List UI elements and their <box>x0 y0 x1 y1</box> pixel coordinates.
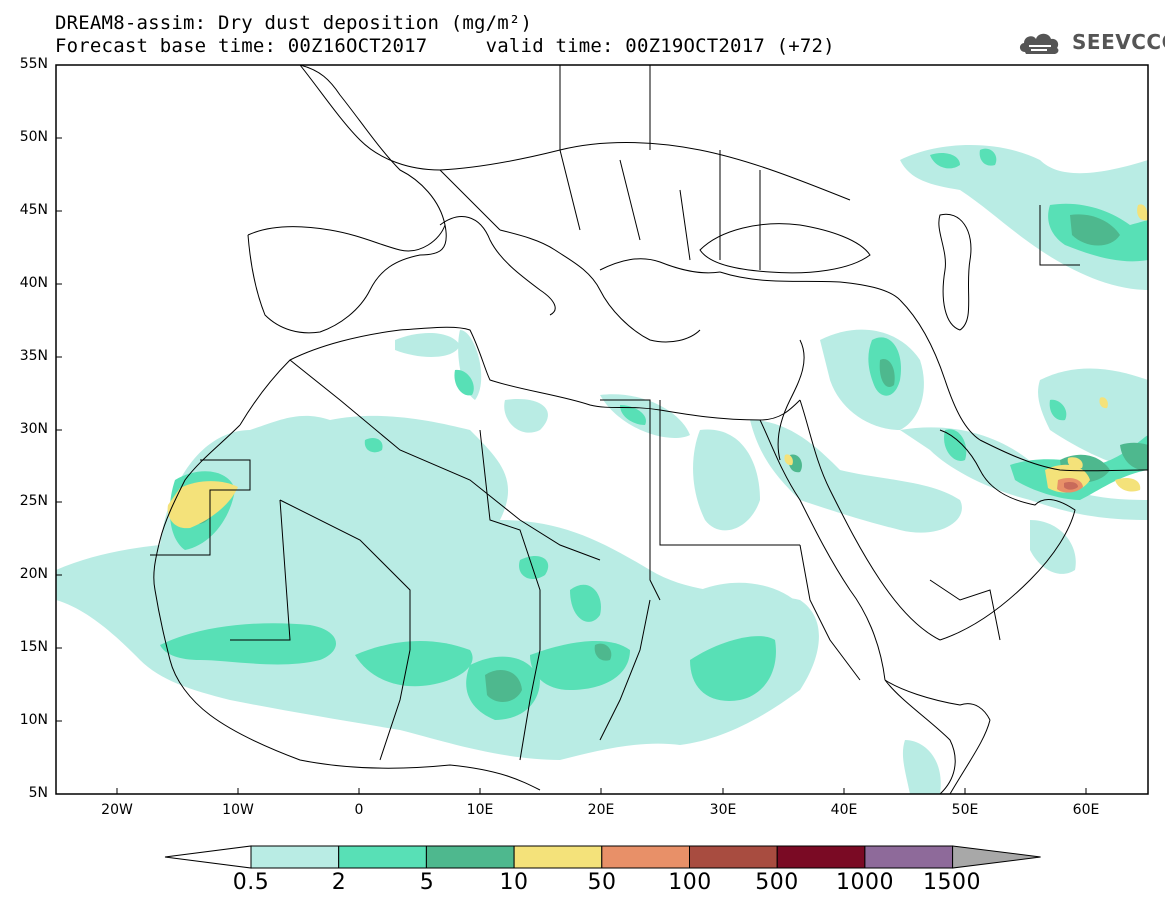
lat-label: 25N <box>19 493 48 509</box>
lon-label: 20E <box>587 802 615 818</box>
logo-text: SEEVCCC <box>1072 30 1165 54</box>
colorbar-label: 100 <box>668 870 712 895</box>
lon-label: 60E <box>1072 802 1100 818</box>
colorbar-label: 1000 <box>836 870 894 895</box>
colorbar-swatch <box>689 845 778 869</box>
lon-label: 10W <box>222 802 254 818</box>
lat-label: 20N <box>19 566 48 582</box>
colorbar-label: 50 <box>587 870 617 895</box>
lat-label: 5N <box>28 785 48 801</box>
cloud-logo-icon <box>1019 33 1059 54</box>
colorbar-label: 2 <box>331 870 347 895</box>
lon-label: 50E <box>951 802 979 818</box>
colorbar-swatch <box>601 845 690 869</box>
colorbar-label: 10 <box>499 870 529 895</box>
lat-label: 15N <box>19 639 48 655</box>
lat-label: 55N <box>19 56 48 72</box>
colorbar-label: 0.5 <box>232 870 270 895</box>
lat-label: 50N <box>19 129 48 145</box>
lat-label: 45N <box>19 202 48 218</box>
lon-label: 10E <box>466 802 494 818</box>
chart-title-line-1: DREAM8-assim: Dry dust deposition (mg/m²… <box>55 12 533 34</box>
axis-ticks <box>56 64 1087 794</box>
colorbar-swatch <box>425 845 515 869</box>
coastlines-borders <box>150 65 1148 794</box>
colorbar-right-arrow <box>952 845 1041 869</box>
colorbar-label: 5 <box>419 870 435 895</box>
lon-label: 30E <box>709 802 737 818</box>
colorbar-swatch <box>776 845 866 869</box>
colorbar-left-arrow <box>164 845 252 869</box>
deposition-fields <box>56 145 1148 794</box>
colorbar-swatch <box>338 845 427 869</box>
lon-label: 40E <box>830 802 858 818</box>
colorbar-swatch <box>513 845 603 869</box>
colorbar-swatch <box>864 845 954 869</box>
colorbar <box>164 845 1041 869</box>
colorbar-label: 500 <box>755 870 799 895</box>
colorbar-swatch <box>250 845 340 869</box>
lat-label: 35N <box>19 348 48 364</box>
lat-label: 10N <box>19 712 48 728</box>
lon-label: 0 <box>354 802 364 818</box>
colorbar-label: 1500 <box>923 870 981 895</box>
lon-label: 20W <box>101 802 133 818</box>
lat-label: 40N <box>19 275 48 291</box>
lat-label: 30N <box>19 421 48 437</box>
chart-title-line-2: Forecast base time: 00Z16OCT2017 valid t… <box>55 35 835 57</box>
